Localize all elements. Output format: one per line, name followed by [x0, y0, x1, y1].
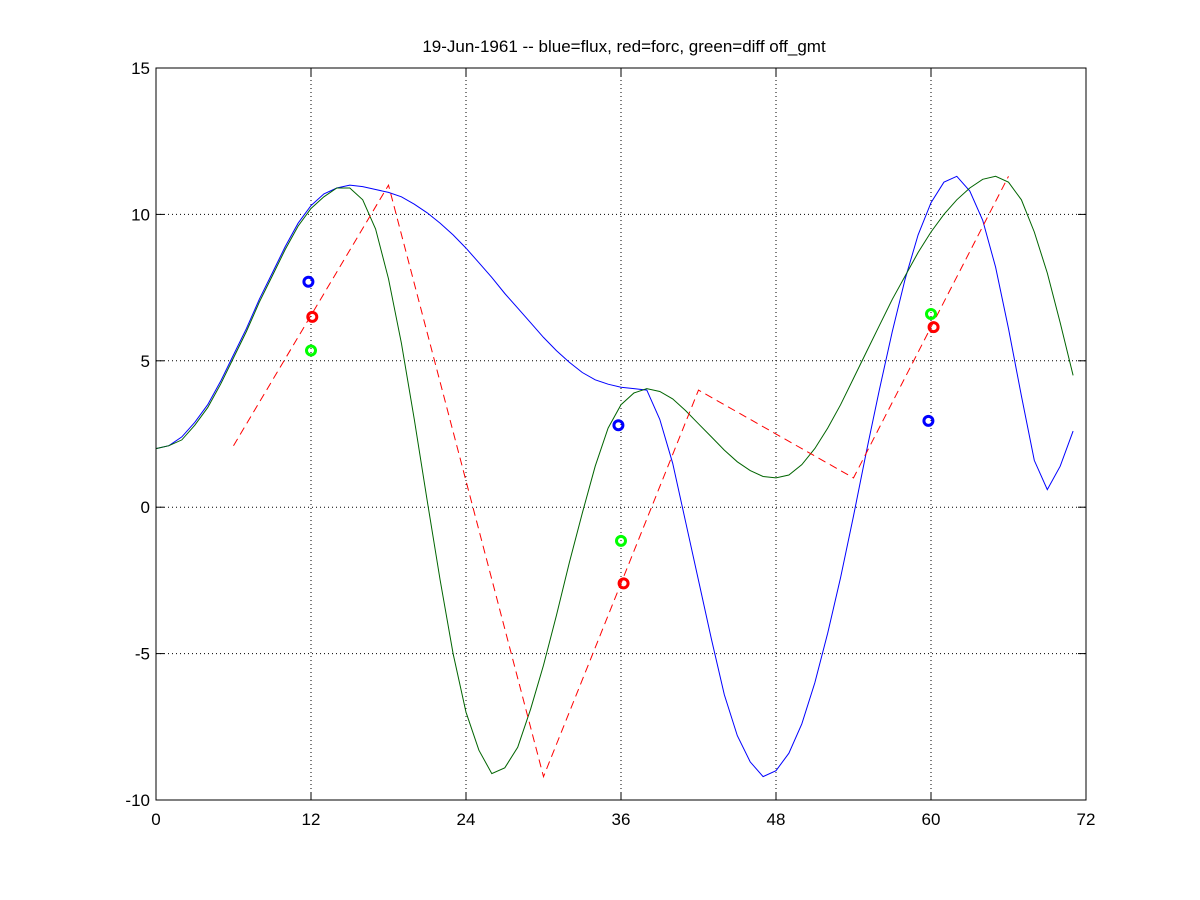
marker-layer [302, 275, 940, 590]
data-point-marker [615, 534, 627, 547]
x-tick-label: 48 [767, 810, 786, 829]
x-tick-label: 72 [1077, 810, 1096, 829]
data-point-marker [922, 414, 935, 427]
x-tick-label: 60 [922, 810, 941, 829]
data-point-marker [306, 310, 319, 323]
y-tick-label: 0 [141, 498, 150, 517]
series-layer [155, 175, 1074, 779]
series-line-1 [155, 175, 1074, 775]
y-tick-label: 15 [131, 59, 150, 78]
data-point-marker [927, 321, 940, 334]
data-point-marker [617, 577, 630, 590]
plot-frame [155, 67, 1087, 801]
x-tick-label: 36 [612, 810, 631, 829]
axis-ticks: 0 12 24 36 48 60 72 -10 -5 0 5 10 15 [125, 59, 1095, 829]
data-point-marker [302, 275, 315, 288]
x-tick-label: 24 [457, 810, 476, 829]
x-tick-label: 12 [302, 810, 321, 829]
data-point-marker [305, 344, 317, 357]
x-tick-label: 0 [151, 810, 160, 829]
series-line-2 [233, 176, 1009, 779]
data-point-marker [925, 307, 937, 320]
data-point-marker [612, 419, 625, 432]
y-tick-label: 5 [141, 352, 150, 371]
y-tick-label: -10 [125, 791, 150, 810]
y-tick-label: -5 [135, 645, 150, 664]
y-tick-label: 10 [131, 205, 150, 224]
series-line-0 [155, 175, 1074, 778]
grid [156, 68, 1086, 800]
chart-title: 19-Jun-1961 -- blue=flux, red=forc, gree… [422, 37, 826, 56]
